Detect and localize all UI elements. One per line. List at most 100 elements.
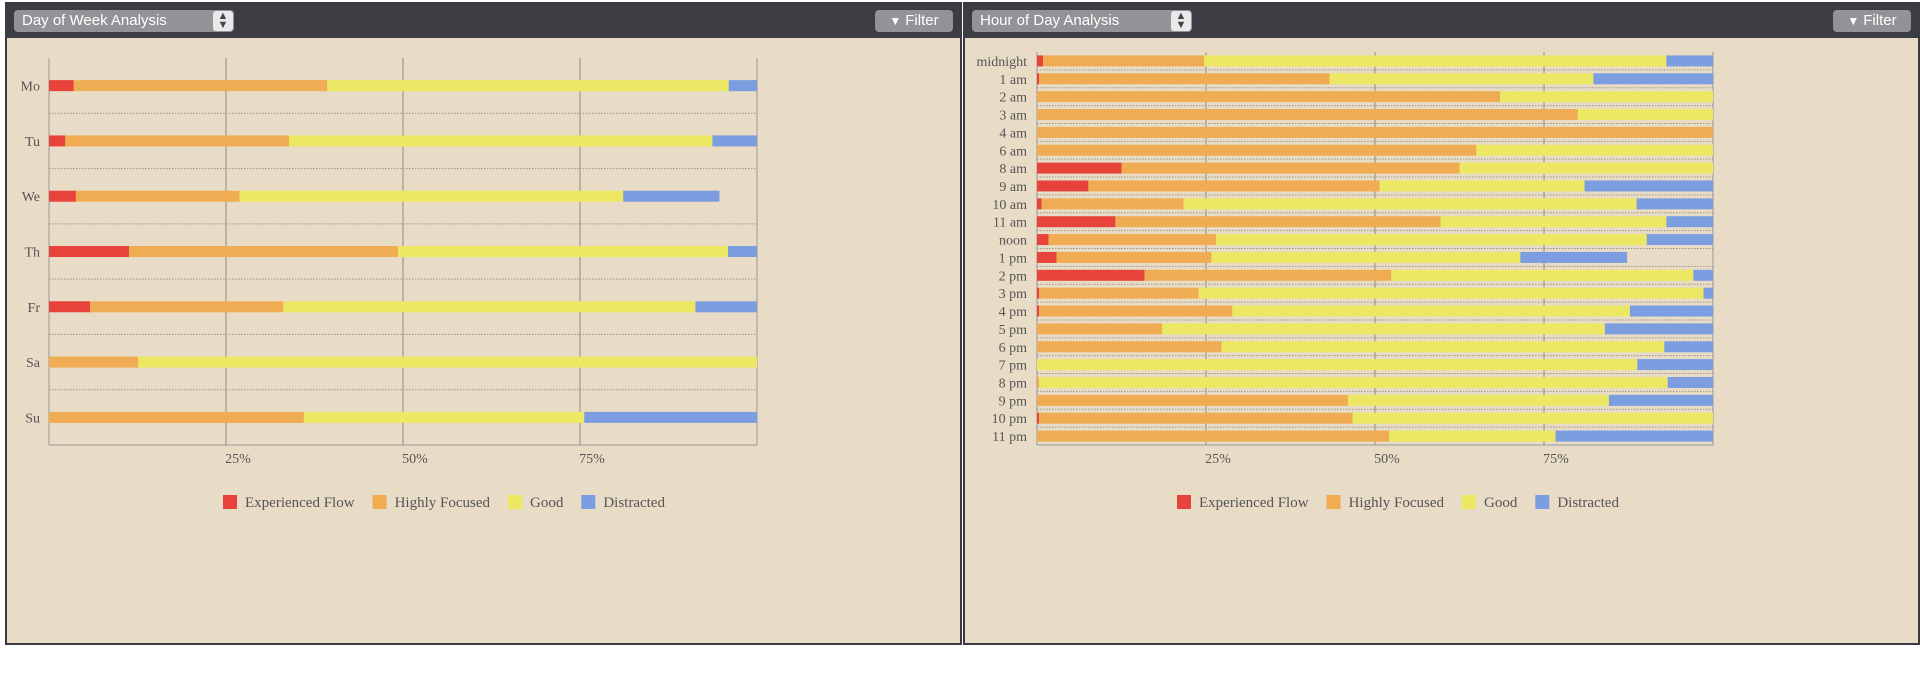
bar-segment-highly-focused (1039, 73, 1330, 85)
bar-segment-highly-focused (1037, 341, 1222, 353)
bar-segment-highly-focused (1043, 55, 1204, 67)
y-category-label: 3 pm (999, 287, 1028, 302)
bar-segment-good (1203, 55, 1667, 67)
x-tick-label: 50% (1374, 452, 1400, 467)
bar-segment-highly-focused (1144, 269, 1392, 281)
bar-segment-experienced-flow (1037, 198, 1042, 210)
legend-swatch (1461, 495, 1476, 509)
y-category-label: 7 pm (999, 359, 1028, 374)
bar-segment-distracted (712, 135, 757, 147)
bar-segment-highly-focused (1037, 323, 1163, 335)
bar-segment-highly-focused (49, 411, 304, 423)
bar-segment-distracted (1593, 73, 1713, 85)
bar-segment-distracted (623, 190, 720, 202)
legend-label: Highly Focused (1349, 495, 1445, 511)
hour-of-day-chart: 25% 50% 75% midnight 1 am 2 am 3 am 4 am 6 am 8 a… (976, 52, 1714, 511)
bar-segment-experienced-flow (1037, 180, 1089, 192)
y-category-label: 8 am (999, 162, 1027, 177)
y-category-label: midnight (976, 55, 1027, 70)
bar-segment-good (327, 80, 729, 92)
legend-swatch (223, 495, 237, 509)
bar-segment-highly-focused (1115, 216, 1441, 228)
panel-header: Hour of Day Analysis ▲ ▼ ▼ Filter (965, 4, 1918, 38)
bar-segment-highly-focused (1037, 376, 1040, 388)
y-category-label: 4 am (999, 126, 1027, 141)
y-category-label: 8 pm (999, 376, 1028, 391)
bar-segment-good (1221, 341, 1665, 353)
bar-segment-distracted (1608, 394, 1713, 406)
bar-segment-good (1183, 198, 1637, 210)
legend-swatch (581, 495, 596, 509)
legend-label: Experienced Flow (1199, 495, 1309, 511)
day-of-week-chart: 25% 50% 75% Mo Tu We Th Fr Sa Su Experienced Flow H… (21, 58, 758, 511)
bar-segment-distracted (1646, 234, 1713, 246)
panel-header: Day of Week Analysis ▲ ▼ ▼ Filter (7, 4, 960, 38)
legend-swatch (507, 495, 522, 509)
bar-segment-good (239, 190, 624, 202)
y-category-label: 11 am (993, 216, 1027, 231)
bar-segment-experienced-flow (49, 80, 74, 92)
bar-segment-distracted (1520, 251, 1628, 263)
bar-segment-highly-focused (49, 356, 139, 368)
bar-segment-distracted (1584, 180, 1713, 192)
analysis-select-value: Hour of Day Analysis (980, 12, 1120, 29)
y-category-label: 6 am (999, 144, 1027, 159)
y-category-label: 9 am (999, 180, 1027, 195)
y-category-label: 6 pm (999, 341, 1028, 356)
bar-segment-distracted (728, 80, 757, 92)
bar-segment-highly-focused (65, 135, 290, 147)
bar-segment-highly-focused (90, 301, 284, 313)
bar-segment-highly-focused (1041, 198, 1184, 210)
y-category-label: Fr (28, 301, 41, 316)
bar-segment-good (1379, 180, 1585, 192)
bar-segment-highly-focused (1088, 180, 1380, 192)
funnel-icon: ▼ (889, 14, 902, 28)
bar-segment-experienced-flow (1037, 162, 1122, 174)
filter-button[interactable]: ▼ Filter (1833, 10, 1911, 32)
bar-segment-highly-focused (1037, 109, 1578, 121)
bar-segment-experienced-flow (1037, 216, 1116, 228)
bar-segment-experienced-flow (1037, 73, 1040, 85)
analysis-select[interactable]: Day of Week Analysis ▲ ▼ (14, 10, 234, 32)
legend-swatch (372, 495, 387, 509)
bar-segment-good (1476, 144, 1713, 156)
analysis-select[interactable]: Hour of Day Analysis ▲ ▼ (972, 10, 1192, 32)
x-tick-label: 75% (579, 452, 605, 467)
bar-segment-experienced-flow (49, 301, 91, 313)
filter-button[interactable]: ▼ Filter (875, 10, 953, 32)
bar-segment-highly-focused (1056, 251, 1212, 263)
bar-segment-distracted (1666, 216, 1713, 228)
legend-swatch (1326, 495, 1341, 509)
filter-button-label: Filter (1863, 12, 1897, 29)
legend-label: Highly Focused (395, 495, 491, 511)
y-category-label: Su (25, 411, 40, 426)
bar-segment-good (138, 356, 757, 368)
bar-segment-good (1037, 359, 1638, 371)
bar-segment-good (1500, 91, 1713, 103)
x-tick-label: 25% (225, 452, 251, 467)
bar-segment-experienced-flow (1037, 251, 1057, 263)
bar-segment-good (1389, 430, 1556, 442)
x-tick-label: 25% (1205, 452, 1231, 467)
bar-segment-highly-focused (129, 246, 399, 257)
bar-segment-highly-focused (1037, 126, 1713, 138)
bar-segment-distracted (584, 411, 757, 423)
bar-segment-distracted (695, 301, 757, 313)
bar-segment-good (1216, 234, 1647, 246)
bar-segment-distracted (1666, 55, 1713, 67)
bar-segment-good (1459, 162, 1713, 174)
y-category-label: 10 pm (992, 412, 1028, 427)
bar-segment-experienced-flow (1037, 412, 1040, 424)
y-category-label: 4 pm (999, 305, 1028, 320)
bar-segment-good (1211, 251, 1521, 263)
x-tick-label: 50% (402, 452, 428, 467)
bar-segment-experienced-flow (1037, 55, 1044, 67)
y-category-label: 1 am (999, 73, 1027, 88)
bar-segment-experienced-flow (1037, 269, 1145, 281)
bar-segment-highly-focused (1039, 305, 1233, 317)
y-category-label: Th (24, 246, 40, 261)
bar-segment-good (289, 135, 713, 147)
day-of-week-panel: Day of Week Analysis ▲ ▼ ▼ Filter 25% 50% 75… (5, 2, 962, 645)
bar-segment-experienced-flow (49, 246, 130, 257)
bar-segment-experienced-flow (1037, 305, 1040, 317)
